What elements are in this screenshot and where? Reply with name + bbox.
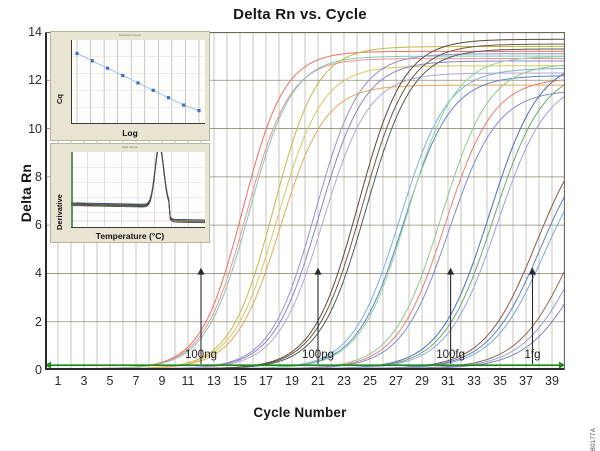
x-tick-label: 1 xyxy=(54,374,62,388)
inset-standard-title: Standard Curve xyxy=(118,33,142,37)
x-tick-label: 37 xyxy=(519,374,533,388)
x-tick-label: 13 xyxy=(207,374,221,388)
annotation-label-100fg: 100fg xyxy=(436,349,465,361)
inset-melt-xlabel: Temperature (°C) xyxy=(95,231,165,241)
x-tick-label: 21 xyxy=(311,374,325,388)
inset-standard-ylabel: Cq xyxy=(55,94,64,104)
inset-melt-curve: Melt Curve Derivative Temperature (°C) xyxy=(50,143,210,243)
x-tick-label: 17 xyxy=(259,374,273,388)
x-tick-label: 33 xyxy=(467,374,481,388)
x-tick-label: 31 xyxy=(441,374,455,388)
page-title: Delta Rn vs. Cycle xyxy=(233,6,367,23)
figure-code: B0177A xyxy=(591,428,597,451)
y-tick-label: 12 xyxy=(28,73,42,88)
annotation-label-100ng: 100ng xyxy=(185,349,217,361)
inset-melt-title: Melt Curve xyxy=(122,145,138,149)
x-tick-label: 19 xyxy=(285,374,299,388)
x-tick-label: 29 xyxy=(415,374,429,388)
inset-melt-plot xyxy=(71,152,205,228)
x-axis-label: Cycle Number xyxy=(253,405,347,420)
annotation-label-1fg: 1fg xyxy=(524,349,541,361)
y-tick-label: 2 xyxy=(35,314,42,329)
y-axis-ticks: 0 2 4 6 8 10 12 14 xyxy=(12,25,42,377)
y-tick-label: 6 xyxy=(35,218,42,233)
chart-canvas: Delta Rn vs. Cycle Delta Rn Cycle Number… xyxy=(12,6,597,451)
inset-standard-curve: Standard Curve Cq Log xyxy=(50,31,210,141)
annotation-label-100pg: 100pg xyxy=(302,349,334,361)
inset-standard-xlabel: Log xyxy=(122,128,138,138)
inset-standard-plot xyxy=(71,40,205,124)
x-tick-label: 25 xyxy=(363,374,377,388)
x-tick-label: 3 xyxy=(80,374,88,388)
x-tick-label: 39 xyxy=(545,374,559,388)
x-tick-label: 5 xyxy=(106,374,114,388)
x-tick-label: 35 xyxy=(493,374,507,388)
x-tick-label: 15 xyxy=(233,374,247,388)
x-tick-label: 9 xyxy=(158,374,166,388)
inset-melt-ylabel: Derivative xyxy=(55,194,64,230)
x-tick-label: 27 xyxy=(389,374,403,388)
x-tick-label: 11 xyxy=(181,374,195,388)
y-tick-label: 0 xyxy=(35,363,42,377)
y-tick-label: 8 xyxy=(35,169,42,184)
y-tick-label: 4 xyxy=(35,266,42,281)
x-axis-ticks: 1 3 5 7 9 11 13 15 17 19 21 23 25 27 29 31 33 35 37 39 xyxy=(45,374,565,394)
x-tick-label: 23 xyxy=(337,374,351,388)
y-tick-label: 14 xyxy=(28,25,42,39)
y-tick-label: 10 xyxy=(28,121,42,136)
x-tick-label: 7 xyxy=(132,374,140,388)
